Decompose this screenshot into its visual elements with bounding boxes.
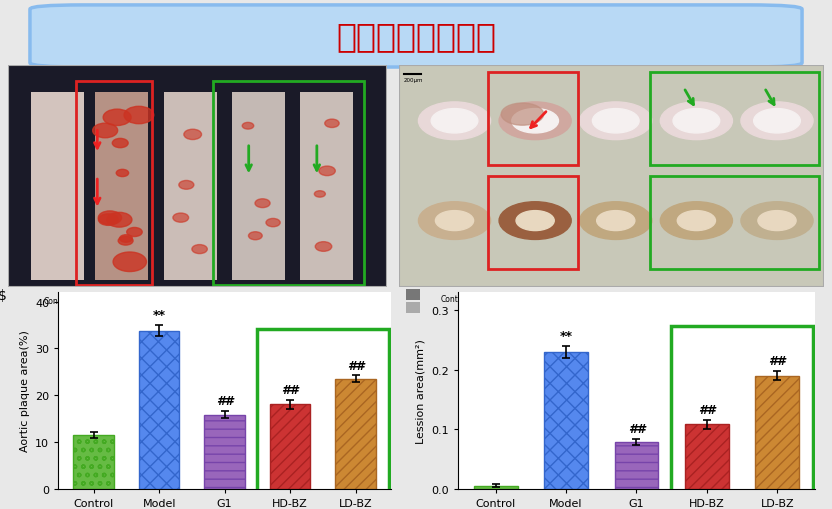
Bar	[615, 442, 658, 489]
Circle shape	[126, 228, 142, 237]
Circle shape	[661, 103, 732, 140]
Text: ##: ##	[347, 359, 364, 372]
Circle shape	[124, 107, 154, 125]
Circle shape	[106, 213, 132, 228]
Circle shape	[116, 170, 129, 177]
Bar	[205, 415, 245, 489]
Circle shape	[192, 245, 207, 254]
Circle shape	[499, 103, 572, 140]
Circle shape	[499, 203, 572, 240]
Circle shape	[592, 109, 639, 134]
Circle shape	[98, 211, 121, 225]
Circle shape	[112, 139, 128, 149]
Circle shape	[255, 200, 270, 208]
Text: G1: G1	[185, 296, 196, 305]
Circle shape	[754, 109, 800, 134]
Text: G1: G1	[611, 294, 621, 303]
Bar	[755, 376, 799, 489]
Circle shape	[418, 103, 491, 140]
Bar	[406, 290, 420, 300]
Circle shape	[512, 109, 558, 134]
Circle shape	[113, 252, 146, 272]
Text: 显著降低斑块面积: 显著降低斑块面积	[336, 20, 496, 53]
Circle shape	[179, 181, 194, 190]
Bar	[139, 331, 180, 489]
Circle shape	[418, 203, 491, 240]
Circle shape	[118, 237, 133, 246]
Text: LD-BZ: LD-BZ	[765, 294, 789, 303]
Circle shape	[758, 211, 796, 231]
Text: LD-BZ: LD-BZ	[314, 296, 338, 305]
Bar	[231, 93, 285, 281]
Bar	[300, 93, 353, 281]
Circle shape	[184, 130, 201, 140]
Circle shape	[673, 109, 720, 134]
Bar	[335, 379, 376, 489]
Circle shape	[324, 120, 339, 128]
Circle shape	[120, 235, 132, 243]
Bar	[685, 425, 729, 489]
Circle shape	[501, 104, 543, 126]
Circle shape	[315, 242, 332, 252]
Text: ##: ##	[769, 354, 786, 367]
Circle shape	[597, 211, 635, 231]
Text: HD-BZ: HD-BZ	[684, 294, 709, 303]
Text: ##: ##	[281, 384, 299, 397]
Bar	[650, 73, 820, 166]
Text: Control: Control	[43, 296, 72, 305]
Bar	[31, 93, 84, 281]
Text: **: **	[560, 329, 572, 342]
Circle shape	[98, 214, 118, 226]
Circle shape	[741, 203, 813, 240]
Bar	[650, 177, 820, 270]
Circle shape	[580, 203, 651, 240]
Bar	[270, 405, 310, 489]
Circle shape	[92, 124, 117, 138]
Text: Model: Model	[523, 294, 547, 303]
Circle shape	[103, 110, 131, 126]
Text: ##: ##	[215, 394, 234, 407]
Text: 200μm: 200μm	[404, 78, 423, 82]
Circle shape	[580, 103, 651, 140]
Bar	[544, 352, 588, 489]
Text: ##: ##	[698, 404, 716, 416]
Circle shape	[173, 214, 189, 223]
Bar	[164, 93, 216, 281]
Bar	[488, 73, 577, 166]
Y-axis label: Lession area(mm²): Lession area(mm²)	[415, 338, 425, 443]
Bar	[77, 81, 152, 286]
Text: ##: ##	[627, 422, 646, 435]
Text: $: $	[0, 289, 7, 303]
Bar	[257, 330, 389, 493]
Text: **: **	[152, 308, 166, 321]
Text: HD-BZ: HD-BZ	[246, 296, 270, 305]
Circle shape	[661, 203, 732, 240]
Text: Model: Model	[111, 296, 133, 305]
Circle shape	[435, 211, 473, 231]
Y-axis label: Aortic plaque area(%): Aortic plaque area(%)	[19, 330, 29, 451]
Circle shape	[314, 191, 325, 198]
Circle shape	[249, 232, 262, 240]
Circle shape	[266, 219, 280, 228]
Circle shape	[516, 211, 554, 231]
Circle shape	[741, 103, 813, 140]
Circle shape	[242, 123, 254, 130]
Bar	[488, 177, 577, 270]
Circle shape	[319, 167, 335, 176]
FancyBboxPatch shape	[30, 6, 802, 68]
Bar	[96, 93, 148, 281]
Bar	[671, 326, 813, 493]
Circle shape	[677, 211, 716, 231]
Bar	[213, 81, 364, 286]
Text: Control: Control	[441, 294, 468, 303]
Bar	[474, 486, 518, 489]
Bar	[406, 303, 420, 314]
Bar	[73, 435, 114, 489]
Circle shape	[431, 109, 478, 134]
